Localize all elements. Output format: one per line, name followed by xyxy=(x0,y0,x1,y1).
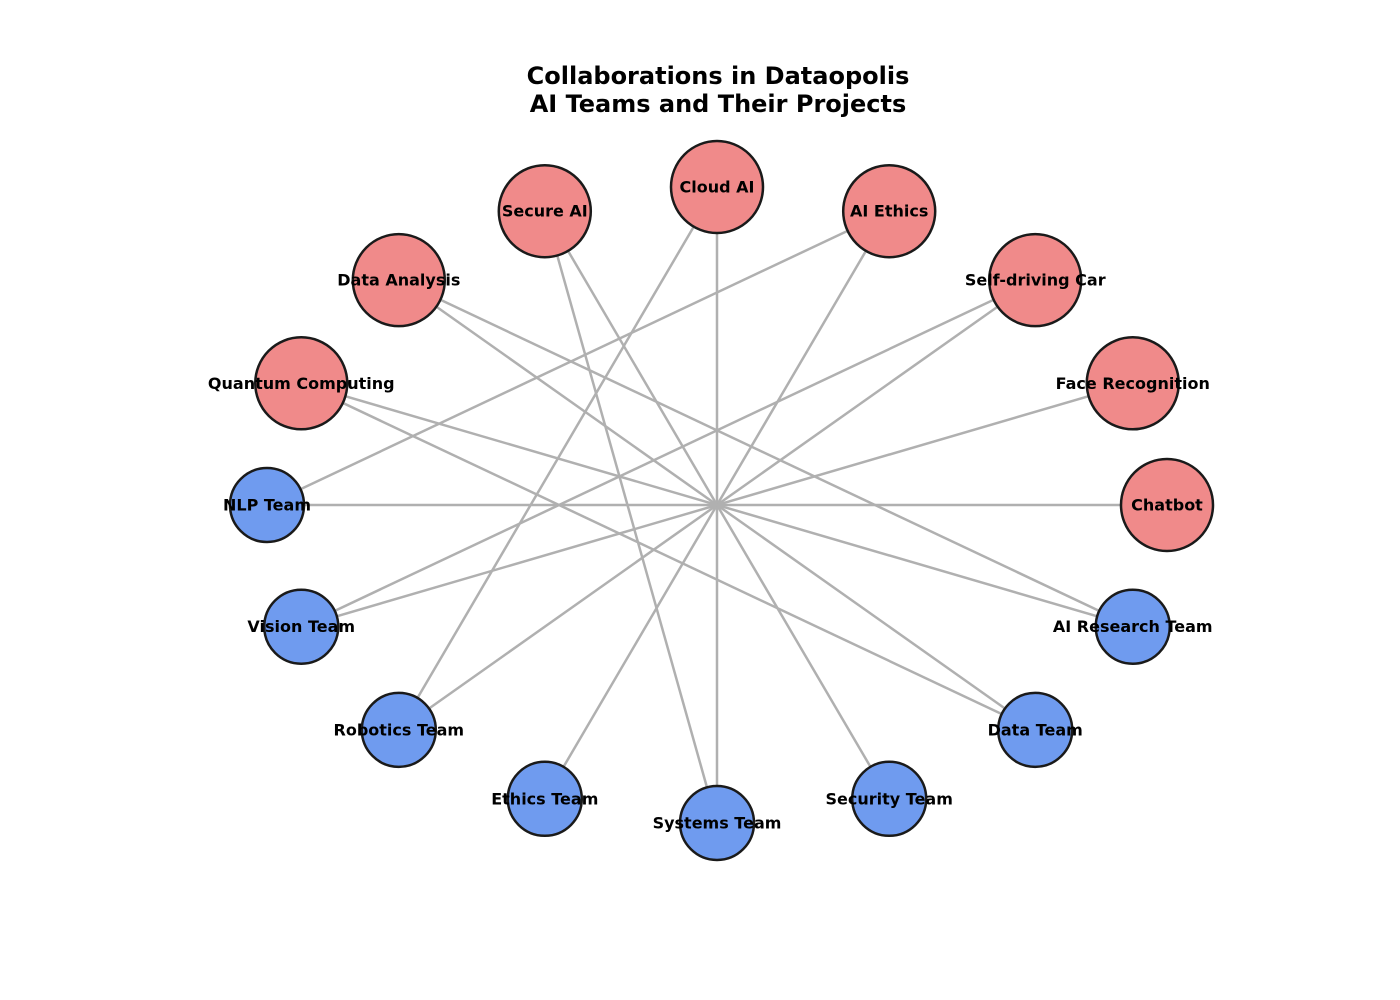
project-node-circle xyxy=(841,163,937,259)
diagram-title: Collaborations in Dataopolis AI Teams an… xyxy=(527,62,910,118)
node-label: Secure AI xyxy=(502,202,588,221)
project-node-circle xyxy=(351,232,447,328)
node-vision-team: Vision Team xyxy=(247,588,355,665)
node-label: Self-driving Car xyxy=(965,271,1106,290)
edges-layer xyxy=(266,186,1167,824)
node-label: NLP Team xyxy=(223,496,311,515)
node-label: Systems Team xyxy=(653,814,782,833)
node-chatbot: Chatbot xyxy=(1119,457,1215,553)
project-node-circle xyxy=(669,139,765,235)
node-cloud-ai: Cloud AI xyxy=(669,139,765,235)
node-label: Vision Team xyxy=(247,617,355,636)
project-node-circle xyxy=(1119,457,1215,553)
team-node-circle xyxy=(263,588,340,665)
team-node-circle xyxy=(360,691,438,769)
node-ethics-team: Ethics Team xyxy=(491,760,598,838)
node-label: Data Team xyxy=(988,720,1083,739)
title-line-2: AI Teams and Their Projects xyxy=(530,90,907,118)
node-nlp-team: NLP Team xyxy=(223,466,311,544)
edge-ai-research-team-to-quantum-computing xyxy=(300,382,1134,628)
node-label: Ethics Team xyxy=(491,789,598,808)
node-label: Chatbot xyxy=(1131,496,1203,515)
node-ai-ethics: AI Ethics xyxy=(841,163,937,259)
project-node-circle xyxy=(254,336,349,431)
node-label: Data Analysis xyxy=(337,271,460,290)
node-label: Robotics Team xyxy=(334,720,465,739)
node-data-team: Data Team xyxy=(988,691,1083,769)
node-label: Cloud AI xyxy=(680,178,755,197)
project-node-circle xyxy=(1085,336,1180,431)
edge-nlp-team-to-ai-ethics xyxy=(266,210,890,507)
project-node-circle xyxy=(987,232,1083,328)
node-ai-research-team: AI Research Team xyxy=(1053,588,1213,665)
edge-vision-team-to-self-driving-car xyxy=(300,279,1036,628)
edge-systems-team-to-secure-ai xyxy=(543,210,719,824)
node-label: Security Team xyxy=(826,789,953,808)
team-node-circle xyxy=(996,691,1074,769)
team-node-circle xyxy=(850,760,928,838)
node-label: Face Recognition xyxy=(1056,374,1210,393)
edge-ai-research-team-to-data-analysis xyxy=(398,279,1134,628)
nodes-layer: Chatbot Face Recognition Self-driving Car A… xyxy=(208,139,1215,862)
edge-data-team-to-quantum-computing xyxy=(300,382,1036,731)
node-systems-team: Systems Team xyxy=(653,784,782,862)
node-label: AI Research Team xyxy=(1053,617,1213,636)
node-robotics-team: Robotics Team xyxy=(334,691,465,769)
node-security-team: Security Team xyxy=(826,760,953,838)
node-quantum-computing: Quantum Computing xyxy=(208,336,395,431)
team-node-circle xyxy=(506,760,584,838)
project-node-circle xyxy=(497,163,593,259)
node-data-analysis: Data Analysis xyxy=(337,232,460,328)
title-line-1: Collaborations in Dataopolis xyxy=(527,62,910,90)
team-node-circle xyxy=(1094,588,1171,665)
node-label: AI Ethics xyxy=(850,202,928,221)
team-node-circle xyxy=(678,784,756,862)
node-self-driving-car: Self-driving Car xyxy=(965,232,1106,328)
node-face-recognition: Face Recognition xyxy=(1056,336,1210,431)
node-secure-ai: Secure AI xyxy=(497,163,593,259)
team-node-circle xyxy=(228,466,306,544)
node-label: Quantum Computing xyxy=(208,374,395,393)
